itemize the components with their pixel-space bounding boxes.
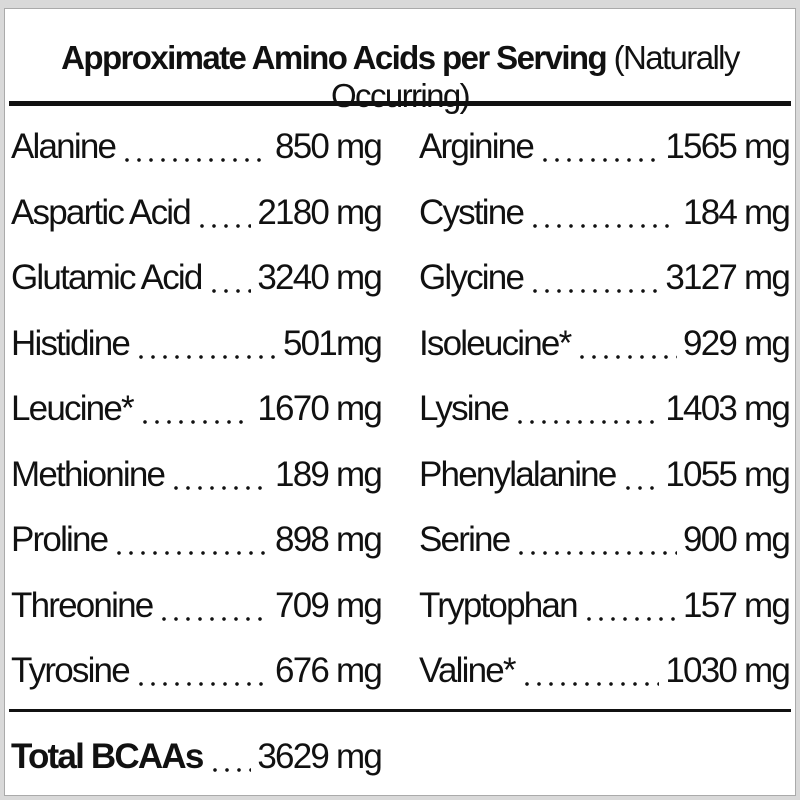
name: Arginine [419, 127, 535, 166]
leader [134, 681, 270, 687]
header: Approximate Amino Acids per Serving (Nat… [5, 39, 795, 115]
name: Lysine [419, 389, 510, 428]
amount: 157 mg [683, 585, 791, 625]
header-rule [9, 101, 791, 106]
name: Histidine [11, 323, 131, 363]
row: Tyrosine 676 mg [11, 651, 383, 695]
leader [529, 288, 660, 294]
amount: 709 mg [275, 585, 383, 625]
amount: 1670 mg [257, 389, 382, 428]
amount: 184 mg [683, 192, 791, 232]
name: Aspartic Acid [11, 192, 192, 232]
leader [135, 353, 277, 360]
row: Threonine 709 mg [11, 585, 383, 630]
amount: 850 mg [275, 127, 383, 166]
amount: 1055 mg [665, 454, 790, 494]
total-rule [9, 709, 791, 712]
leader [529, 222, 678, 229]
leader [195, 222, 252, 229]
leader [138, 419, 252, 425]
name: Tryptophan [419, 585, 579, 625]
row: Methionine 189 mg [11, 454, 383, 499]
row: Aspartic Acid 2180 mg [11, 192, 383, 237]
name: Glutamic Acid [11, 258, 203, 297]
name: Threonine [11, 585, 154, 625]
row: Alanine 850 mg [11, 127, 383, 171]
row: Glutamic Acid 3240 mg [11, 258, 383, 302]
name: Isoleucine* [419, 323, 572, 363]
amount: 3629 mg [257, 737, 382, 776]
leader [170, 484, 270, 491]
amount: 1030 mg [665, 651, 790, 690]
leader [520, 681, 660, 687]
title: Approximate Amino Acids per Serving [61, 39, 607, 76]
name: Alanine [11, 127, 117, 166]
row: Leucine* 1670 mg [11, 389, 383, 433]
amount: 2180 mg [257, 192, 382, 232]
name: Cystine [419, 192, 525, 232]
row: Isoleucine* 929 mg [419, 323, 791, 368]
name: Glycine [419, 258, 525, 297]
name: Phenylalanine [419, 454, 617, 494]
row: Serine 900 mg [419, 520, 791, 564]
row: Arginine 1565 mg [419, 127, 791, 171]
name: Leucine* [11, 389, 135, 428]
subtitle: (Naturally Occurring) [330, 39, 740, 114]
leader [158, 615, 270, 622]
row: Cystine 184 mg [419, 192, 791, 237]
amount: 1565 mg [665, 127, 790, 166]
row: Proline 898 mg [11, 520, 383, 564]
amount: 501mg [282, 323, 383, 363]
name: Proline [11, 520, 109, 559]
name: Total BCAAs [11, 737, 204, 776]
leader [207, 288, 252, 294]
amount: 3240 mg [257, 258, 382, 297]
leader [539, 157, 660, 163]
leader [121, 157, 270, 163]
name: Serine [419, 520, 511, 559]
row: Tryptophan 157 mg [419, 585, 791, 630]
leader [208, 767, 252, 773]
leader [113, 550, 270, 556]
name: Methionine [11, 454, 166, 494]
leader [621, 484, 660, 491]
row: Lysine 1403 mg [419, 389, 791, 433]
leader [515, 550, 678, 556]
row: Total BCAAs 3629 mg [11, 737, 383, 781]
leader [576, 353, 678, 360]
amount: 189 mg [275, 454, 383, 494]
amount: 898 mg [275, 520, 383, 559]
row: Valine* 1030 mg [419, 651, 791, 695]
leader [514, 419, 660, 425]
amino-panel: Approximate Amino Acids per Serving (Nat… [4, 8, 796, 796]
name: Tyrosine [11, 651, 131, 690]
row: Histidine 501mg [11, 323, 383, 368]
row: Phenylalanine 1055 mg [419, 454, 791, 499]
amount: 676 mg [275, 651, 383, 690]
name: Valine* [419, 651, 517, 690]
amount: 1403 mg [665, 389, 790, 428]
leader [582, 615, 678, 622]
amount: 3127 mg [665, 258, 790, 297]
amount: 900 mg [683, 520, 791, 559]
amount: 929 mg [683, 323, 791, 363]
row: Glycine 3127 mg [419, 258, 791, 302]
